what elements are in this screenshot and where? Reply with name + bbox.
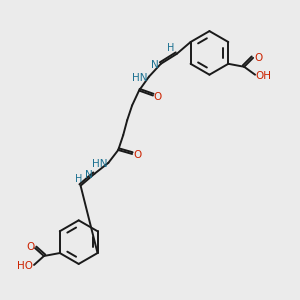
Text: O: O — [26, 242, 34, 252]
Text: HN: HN — [132, 73, 148, 83]
Text: N: N — [85, 170, 92, 180]
Text: O: O — [133, 150, 141, 160]
Text: O: O — [154, 92, 162, 101]
Text: HN: HN — [92, 159, 107, 169]
Text: H: H — [167, 43, 174, 53]
Text: N: N — [151, 60, 159, 70]
Text: HO: HO — [17, 261, 33, 271]
Text: O: O — [254, 53, 262, 63]
Text: H: H — [75, 174, 82, 184]
Text: OH: OH — [255, 71, 271, 81]
